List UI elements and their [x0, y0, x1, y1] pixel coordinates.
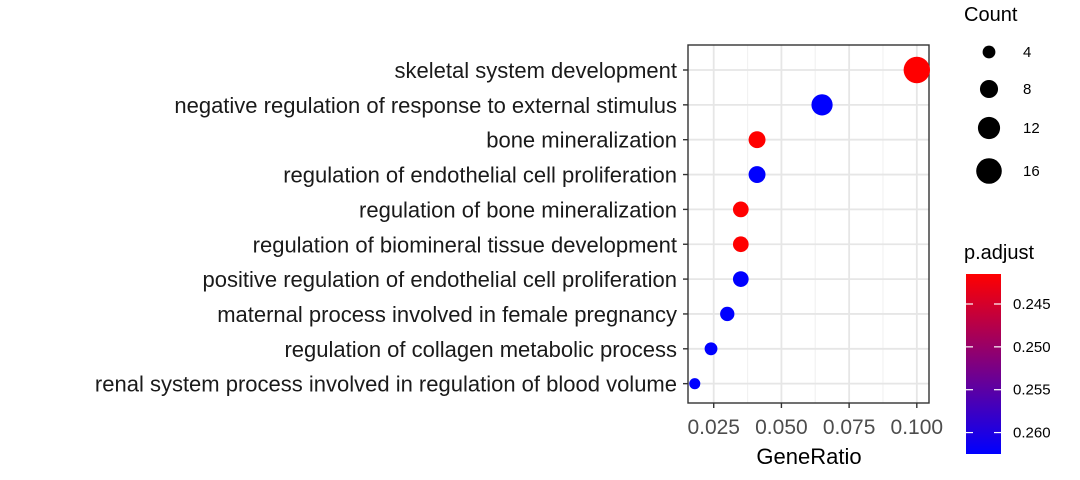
x-axis-title: GeneRatio	[756, 444, 861, 469]
x-tick-label: 0.050	[755, 416, 808, 439]
data-point	[748, 166, 766, 184]
x-axis-ticks: 0.025 0.050 0.075 0.100	[687, 403, 943, 439]
data-points	[689, 56, 931, 390]
grid-lines	[688, 45, 929, 403]
size-legend-dot	[976, 158, 1002, 184]
category-label: bone mineralization	[486, 128, 677, 153]
category-label: skeletal system development	[395, 58, 677, 83]
size-legend: Count 4 8 12 16	[964, 4, 1040, 184]
data-point	[903, 56, 931, 84]
category-label: regulation of collagen metabolic process	[284, 337, 677, 362]
x-tick-label: 0.025	[687, 416, 740, 439]
data-point	[689, 378, 701, 390]
size-legend-dot	[979, 79, 999, 99]
category-label: regulation of bone mineralization	[359, 197, 677, 222]
data-point	[811, 94, 833, 116]
color-legend-label: 0.250	[1013, 339, 1051, 356]
color-legend-title: p.adjust	[964, 242, 1034, 264]
color-scale-bar	[966, 274, 1001, 454]
x-tick-label: 0.075	[823, 416, 876, 439]
data-point	[720, 306, 735, 322]
panel-border	[687, 44, 930, 404]
data-point	[732, 201, 749, 218]
color-legend: p.adjust 0.245 0.250 0.255 0.260	[964, 242, 1051, 454]
data-point	[732, 236, 749, 253]
size-legend-dot	[982, 45, 996, 59]
size-legend-label: 12	[1023, 120, 1040, 137]
color-legend-label: 0.255	[1013, 382, 1051, 399]
category-label: renal system process involved in regulat…	[95, 372, 677, 397]
size-legend-title: Count	[964, 4, 1018, 26]
category-labels: skeletal system development negative regu…	[95, 58, 688, 397]
size-legend-label: 4	[1023, 44, 1031, 61]
category-label: regulation of endothelial cell prolifera…	[283, 163, 677, 188]
x-tick-label: 0.100	[891, 416, 944, 439]
category-label: maternal process involved in female preg…	[217, 302, 677, 327]
category-label: regulation of biomineral tissue developm…	[253, 232, 677, 257]
size-legend-label: 8	[1023, 81, 1031, 98]
category-label: positive regulation of endothelial cell …	[202, 267, 677, 292]
color-legend-label: 0.260	[1013, 425, 1051, 442]
data-point	[704, 342, 718, 356]
data-point	[732, 271, 749, 287]
color-legend-label: 0.245	[1013, 296, 1051, 313]
size-legend-dot	[977, 116, 1001, 140]
size-legend-label: 16	[1023, 163, 1040, 180]
data-point	[748, 131, 766, 149]
category-label: negative regulation of response to exter…	[174, 93, 677, 118]
